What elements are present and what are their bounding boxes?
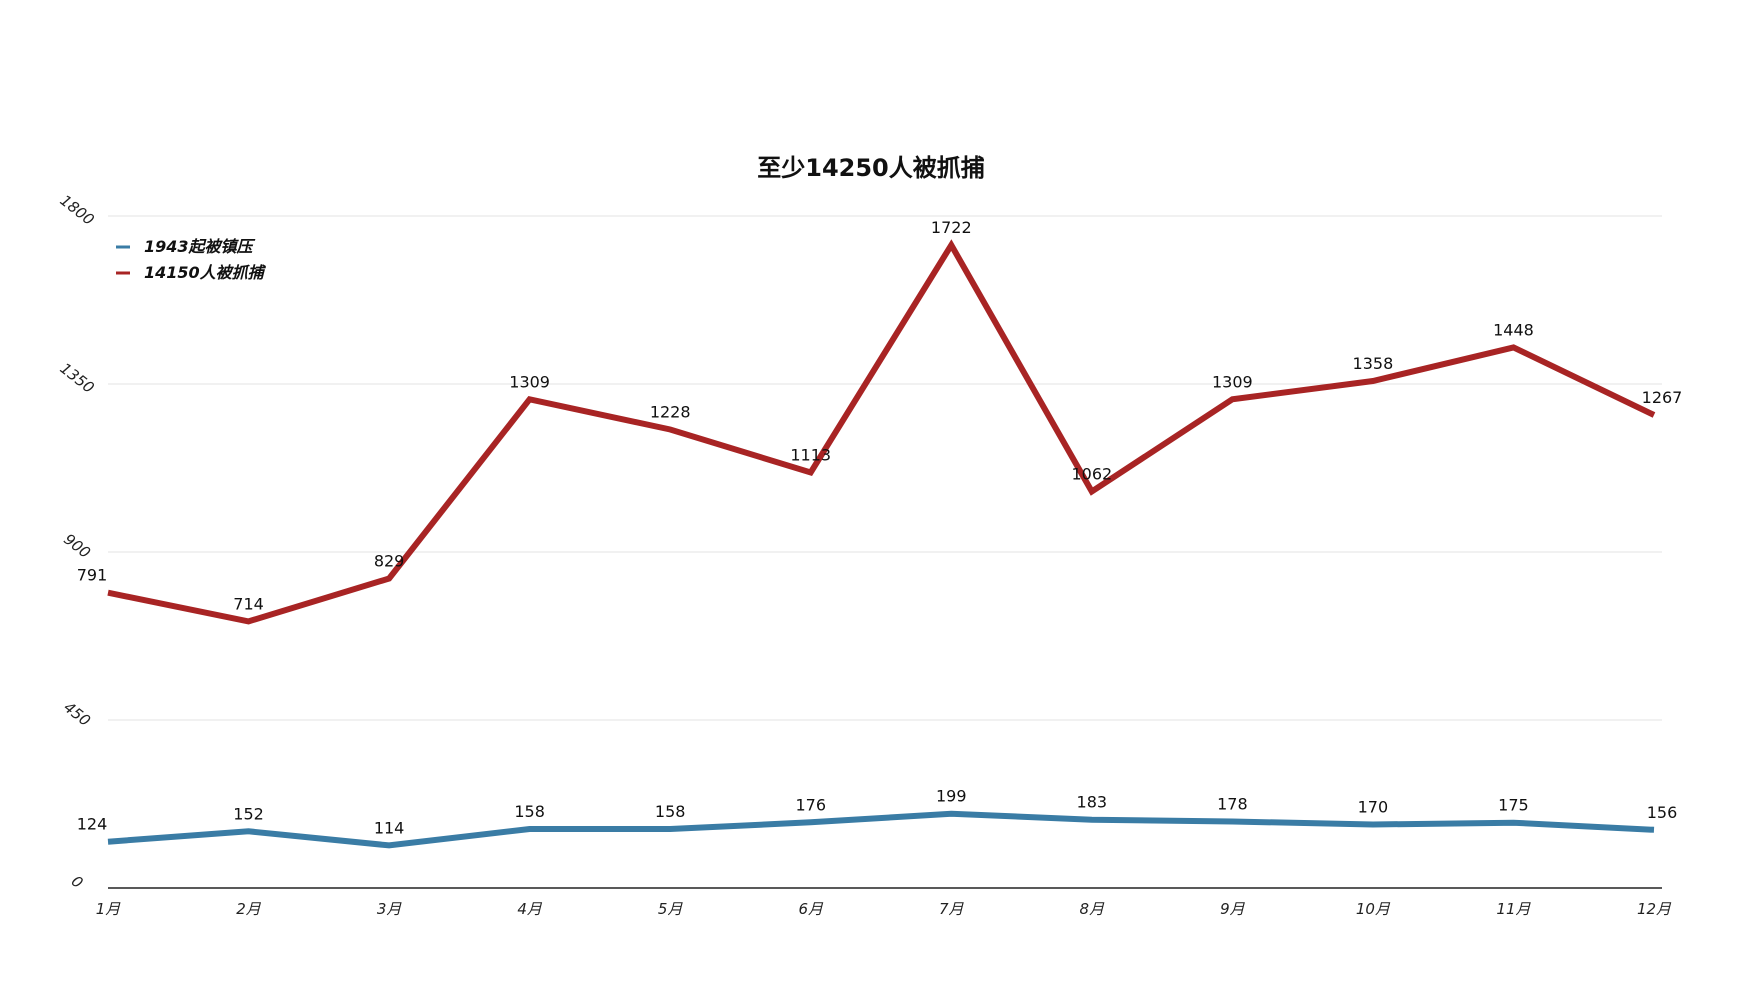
legend-label: 1943起被镇压	[144, 237, 256, 256]
x-tick-label: 2月	[236, 900, 262, 918]
x-tick-label: 8月	[1080, 900, 1106, 918]
x-tick-label: 10月	[1356, 900, 1391, 918]
data-label: 158	[655, 802, 686, 821]
legend-label: 14150人被抓捕	[144, 263, 267, 282]
y-tick-label: 1350	[56, 359, 97, 397]
data-label: 175	[1498, 796, 1529, 815]
x-tick-label: 1月	[96, 900, 122, 918]
x-tick-label: 12月	[1637, 900, 1672, 918]
data-label: 124	[77, 815, 108, 834]
x-tick-label: 6月	[798, 900, 824, 918]
data-label: 1267	[1642, 388, 1683, 407]
data-label-layer: 124 152 114 158 158 176 199 183 178 170 175 156 791 7…	[77, 218, 1683, 837]
legend: 1943起被镇压 14150人被抓捕	[116, 237, 267, 282]
y-tick-label: 1800	[56, 191, 97, 229]
data-label: 1228	[650, 403, 691, 422]
data-label: 1309	[509, 372, 550, 391]
data-label: 1358	[1353, 354, 1394, 373]
x-tick-label: 3月	[377, 900, 403, 918]
x-tick-label: 9月	[1220, 900, 1246, 918]
y-tick-label: 0	[68, 872, 87, 892]
data-label: 1062	[1071, 465, 1112, 484]
data-label: 176	[795, 795, 826, 814]
data-label: 1113	[790, 445, 831, 464]
data-label: 152	[233, 804, 264, 823]
data-label: 1309	[1212, 372, 1253, 391]
grid-layer	[108, 215, 1662, 721]
x-tick-label: 11月	[1496, 900, 1531, 918]
data-label: 156	[1647, 803, 1678, 822]
data-label: 170	[1358, 798, 1389, 817]
x-tick-label: 4月	[517, 900, 543, 918]
series-line-2	[107, 239, 1656, 625]
data-label: 714	[233, 594, 264, 613]
data-label: 183	[1077, 793, 1108, 812]
y-tick-label: 450	[60, 698, 94, 730]
axis-layer: 0 450 900 1350 1800 1月 2月 3月 4月 5月 6月 7月 8月 9月 10月 11月 1…	[56, 191, 1672, 918]
data-label: 158	[514, 802, 545, 821]
y-tick-label: 900	[60, 530, 94, 562]
data-label: 791	[77, 566, 108, 585]
data-label: 199	[936, 787, 967, 806]
data-label: 178	[1217, 795, 1248, 814]
chart-title: 至少14250人被抓捕	[757, 154, 985, 182]
x-tick-label: 5月	[658, 900, 684, 918]
series-line-1	[107, 810, 1655, 849]
data-label: 1448	[1493, 320, 1534, 339]
data-label: 114	[374, 818, 405, 837]
data-label: 829	[374, 552, 405, 571]
data-label: 1722	[931, 218, 972, 237]
series-layer	[107, 239, 1656, 849]
x-tick-label: 7月	[939, 900, 965, 918]
